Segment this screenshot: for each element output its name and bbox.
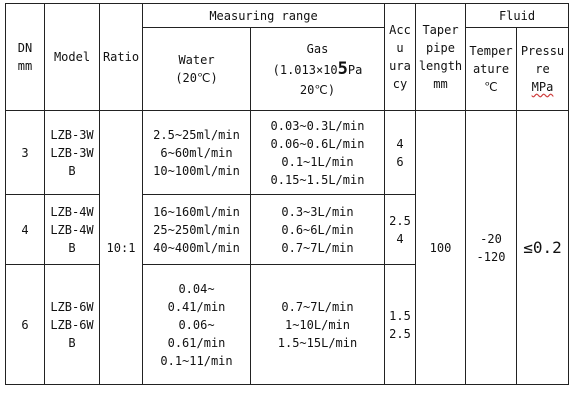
header-measuring-range: Measuring range [142, 3, 385, 28]
header-dn: DN mm [5, 3, 45, 111]
header-temperature: Temper ature ℃ [465, 27, 517, 111]
cell-gas-range: 0.7~7L/min 1~10L/min 1.5~15L/min [250, 264, 385, 385]
cell-taper-length: 100 [415, 110, 466, 385]
cell-dn: 3 [5, 110, 45, 195]
cell-water-range: 16~160ml/min 25~250ml/min 40~400ml/min [142, 194, 251, 265]
cell-ratio: 10:1 [99, 110, 143, 385]
flowmeter-spec-table: DN mm Model Ratio Measuring range Accu ura… [5, 3, 569, 385]
cell-model: LZB-6W LZB-6W B [44, 264, 100, 385]
cell-pressure: ≤0.2 [516, 110, 569, 385]
header-ratio: Ratio [99, 3, 143, 111]
cell-model: LZB-4W LZB-4W B [44, 194, 100, 265]
gas-pressure-condition: (1.013×105Pa [272, 58, 363, 79]
cell-water-range: 2.5~25ml/min 6~60ml/min 10~100ml/min [142, 110, 251, 195]
table-row: 6 LZB-6W LZB-6W B 0.04~ 0.41/min 0.06~ 0.61/m… [5, 264, 569, 385]
header-accuracy: Accu ura cy [384, 3, 416, 111]
cell-temperature: -20 -120 [465, 110, 517, 385]
cell-dn: 6 [5, 264, 45, 385]
header-taper-pipe-length: Taper pipe length mm [415, 3, 466, 111]
cell-gas-range: 0.3~3L/min 0.6~6L/min 0.7~7L/min [250, 194, 385, 265]
header-row-1: DN mm Model Ratio Measuring range Accu ura… [5, 3, 569, 111]
cell-model: LZB-3W LZB-3W B [44, 110, 100, 195]
header-row-2: Water (20℃) Gas (1.013×105Pa 20℃) Temper a… [6, 27, 569, 111]
table-wrapper: DN mm Model Ratio Measuring range Accu ura… [5, 3, 569, 385]
cell-gas-range: 0.03~0.3L/min 0.06~0.6L/min 0.1~1L/min 0.15… [250, 110, 385, 195]
cell-accuracy: 1.5 2.5 [384, 264, 416, 385]
header-pressure: Pressu re MPa [516, 27, 569, 111]
header-water: Water (20℃) [142, 27, 251, 111]
cell-dn: 4 [5, 194, 45, 265]
cell-accuracy: 2.5 4 [384, 194, 416, 265]
header-gas: Gas (1.013×105Pa 20℃) [250, 27, 385, 111]
header-fluid: Fluid [465, 3, 569, 28]
table-row: 3 LZB-3W LZB-3W B 10:1 2.5~25ml/min 6~60ml/… [5, 110, 569, 385]
table-row: 4 LZB-4W LZB-4W B 16~160ml/min 25~250ml/min… [5, 194, 569, 265]
cell-water-range: 0.04~ 0.41/min 0.06~ 0.61/min 0.1~11/min [142, 264, 251, 385]
header-model: Model [44, 3, 100, 111]
